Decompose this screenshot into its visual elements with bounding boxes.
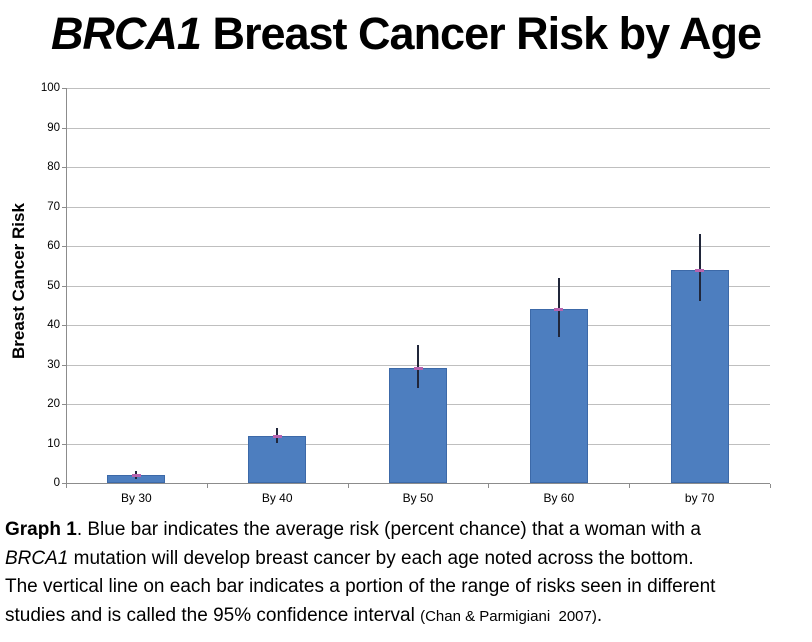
y-tick-label: 70 <box>47 200 60 213</box>
gridline <box>66 127 770 129</box>
mean-marker <box>272 434 282 438</box>
y-tick-label: 80 <box>47 161 60 173</box>
x-axis-tick <box>206 484 208 488</box>
y-tick-label: 40 <box>47 319 60 331</box>
gridline <box>66 246 770 247</box>
caption-segment: . <box>596 604 603 626</box>
y-tick-label: 20 <box>47 398 60 410</box>
x-axis-tick <box>629 484 631 488</box>
y-tick-label: 50 <box>47 279 60 292</box>
caption-segment: Graph 1 <box>5 519 77 540</box>
mean-marker <box>554 308 564 312</box>
gridline <box>66 325 770 326</box>
mean-marker <box>695 268 705 272</box>
caption-segment: . Blue bar indicates the average risk (p… <box>76 519 701 540</box>
y-axis-tick <box>62 443 66 445</box>
caption-segment: BRCA1 <box>5 547 69 569</box>
caption-line: BRCA1 mutation will develop breast cance… <box>5 545 807 574</box>
y-tick-label: 0 <box>53 477 60 489</box>
y-tick-label: 10 <box>47 437 60 450</box>
y-tick-label: 60 <box>47 240 60 252</box>
x-tick-label: By 40 <box>261 491 293 505</box>
x-tick-label: By 60 <box>543 491 575 505</box>
caption-line: The vertical line on each bar indicates … <box>5 573 807 602</box>
gridline <box>66 206 770 208</box>
gridline <box>66 167 770 168</box>
y-axis-tick <box>62 483 66 484</box>
chart-title-text: Breast Cancer Risk by Age <box>200 8 762 59</box>
x-axis-tick <box>347 484 349 488</box>
caption-line: studies and is called the 95% confidence… <box>5 602 807 632</box>
bar-by-70 <box>670 269 729 483</box>
error-bar <box>557 277 560 337</box>
caption-segment: studies and is called the 95% confidence… <box>5 604 421 626</box>
y-axis-tick <box>62 325 66 326</box>
y-tick-label: 30 <box>47 358 60 371</box>
error-bar <box>698 234 701 302</box>
figure-caption: Graph 1. Blue bar indicates the average … <box>5 516 807 631</box>
y-axis-tick <box>62 285 66 287</box>
y-axis-tick <box>62 127 66 129</box>
chart-title: BRCA1 Breast Cancer Risk by Age <box>0 8 812 60</box>
bar-by-40 <box>248 435 307 483</box>
gridline <box>66 285 770 287</box>
y-axis-tick <box>62 404 66 405</box>
x-axis-tick <box>66 484 67 488</box>
y-tick-label: 100 <box>40 82 60 94</box>
y-axis-tick <box>62 206 66 208</box>
y-axis-tick <box>62 246 66 247</box>
x-tick-label: By 30 <box>121 491 152 505</box>
caption-segment: The vertical line on each bar indicates … <box>5 576 716 597</box>
x-axis-line <box>66 483 770 484</box>
y-axis-tick <box>62 88 66 89</box>
error-bar <box>417 344 419 389</box>
y-tick-label: 90 <box>47 121 60 134</box>
caption-segment: mutation will develop breast cancer by e… <box>68 547 694 569</box>
y-axis-tick <box>62 364 66 366</box>
x-axis-tick <box>770 484 771 488</box>
gridline <box>66 88 770 89</box>
caption-line: Graph 1. Blue bar indicates the average … <box>5 516 807 545</box>
y-axis-line <box>66 88 67 487</box>
x-axis-tick <box>488 484 490 488</box>
caption-segment: (Chan & Parmigiani 2007) <box>420 607 597 625</box>
bar-by-60 <box>529 309 588 483</box>
chart-title-italic: BRCA1 <box>50 8 202 59</box>
y-axis-tick <box>62 167 66 168</box>
x-tick-label: By 50 <box>402 491 434 505</box>
mean-marker <box>413 367 423 371</box>
x-tick-label: by 70 <box>684 491 715 505</box>
mean-marker <box>131 474 141 478</box>
